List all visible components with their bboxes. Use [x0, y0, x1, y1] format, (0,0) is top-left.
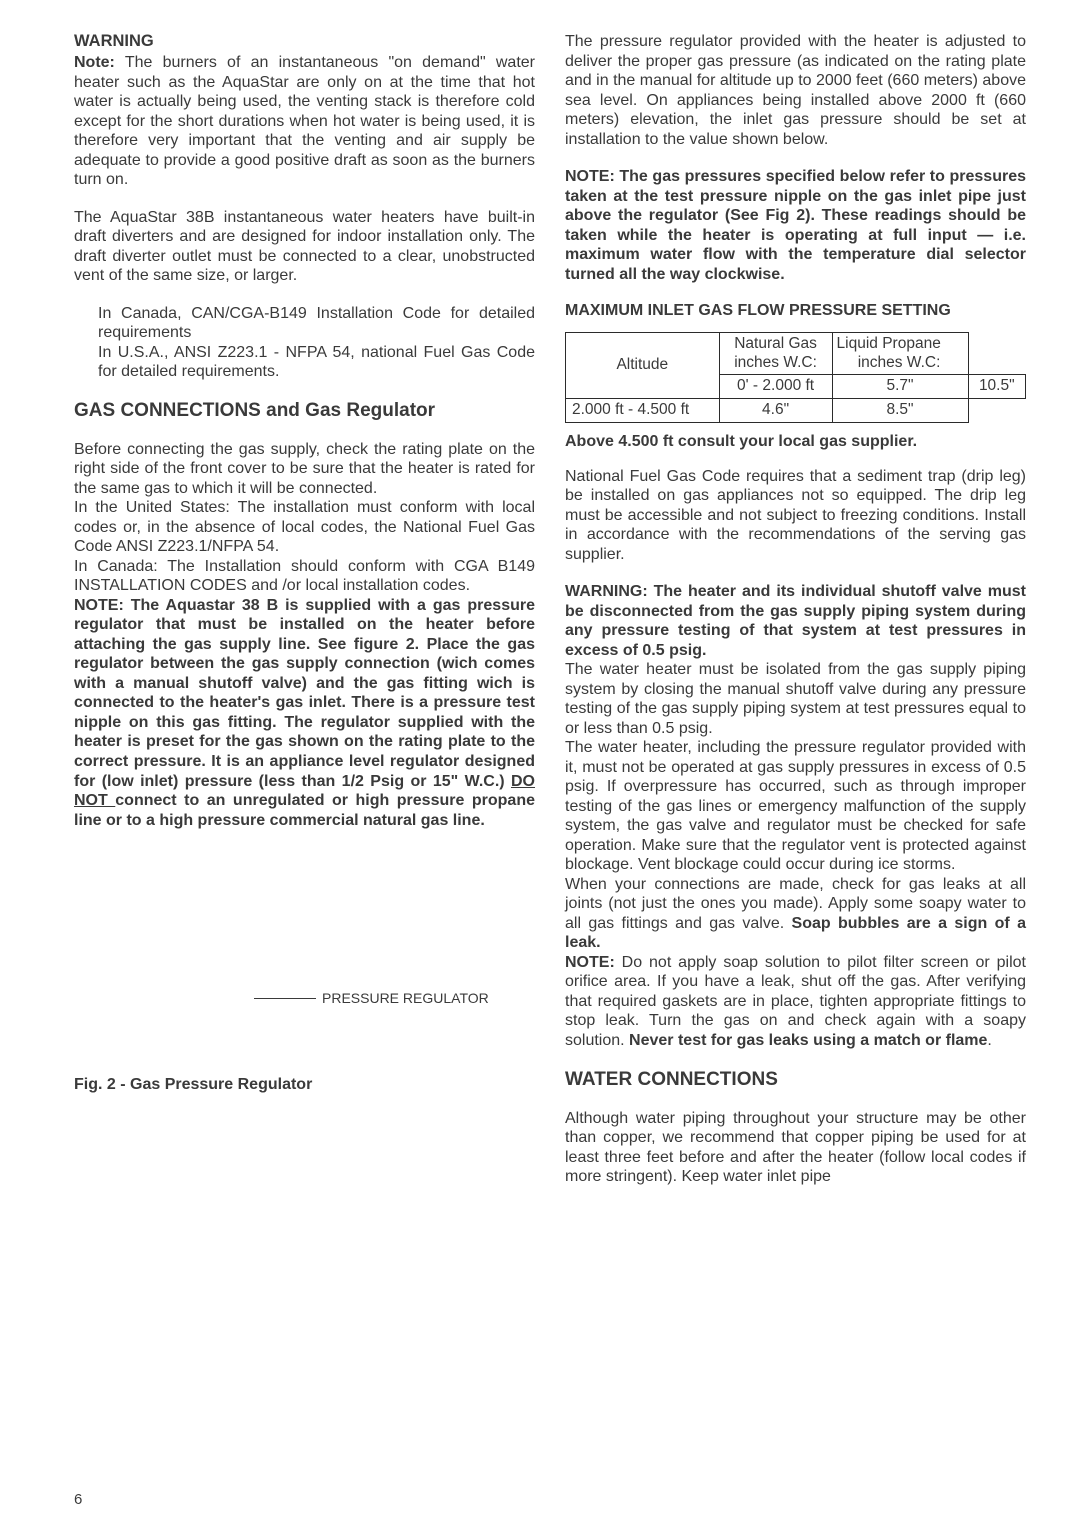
left-column: WARNING Note: The burners of an instanta…: [74, 32, 535, 1508]
right-p2: NOTE: The gas pressures specified below …: [565, 167, 1026, 284]
codes-ca: In Canada, CAN/CGA-B149 Installation Cod…: [98, 304, 535, 343]
right-p9: Although water piping throughout your st…: [565, 1109, 1026, 1187]
pressure-table: Altitude Natural Gas inches W.C: Liquid …: [565, 332, 1026, 422]
left-p4: In the United States: The installation m…: [74, 498, 535, 557]
regulator-label-row: PRESSURE REGULATOR: [254, 990, 535, 1006]
cell: 4.6": [719, 398, 832, 422]
right-p4: WARNING: The heater and its individual s…: [565, 582, 1026, 660]
regulator-label: PRESSURE REGULATOR: [322, 990, 489, 1006]
right-p8-label: NOTE:: [565, 954, 615, 971]
right-column: The pressure regulator provided with the…: [565, 32, 1026, 1508]
right-p5: The water heater must be isolated from t…: [565, 660, 1026, 738]
note2-b: connect to an unregulated or high pressu…: [74, 792, 535, 829]
cell: 8.5": [832, 398, 968, 422]
cell: 5.7": [832, 375, 968, 399]
left-p3: Before connecting the gas supply, check …: [74, 440, 535, 499]
table-below-caption: Above 4.500 ft consult your local gas su…: [565, 433, 1026, 451]
note-body: The burners of an instantaneous "on dema…: [74, 54, 535, 188]
th-lp-l2: inches W.C:: [837, 354, 962, 373]
th-lp-l1: Liquid Propane: [837, 335, 962, 354]
columns: WARNING Note: The burners of an instanta…: [74, 32, 1026, 1508]
codes-block: In Canada, CAN/CGA-B149 Installation Cod…: [74, 304, 535, 382]
right-p7: When your connections are made, check fo…: [565, 875, 1026, 953]
table-title: MAXIMUM INLET GAS FLOW PRESSURE SETTING: [565, 302, 1026, 320]
regulator-line-icon: [254, 998, 316, 999]
left-p2: The AquaStar 38B instantaneous water hea…: [74, 208, 535, 286]
right-p8: NOTE: Do not apply soap solution to pilo…: [565, 953, 1026, 1051]
table-header-row: Altitude Natural Gas inches W.C: Liquid …: [566, 333, 1026, 375]
right-p8b: Never test for gas leaks using a match o…: [629, 1032, 987, 1049]
figure-caption: Fig. 2 - Gas Pressure Regulator: [74, 1076, 535, 1094]
warning-heading: WARNING: [74, 32, 535, 51]
note-paragraph: Note: The burners of an instantaneous "o…: [74, 53, 535, 190]
page-number: 6: [74, 1451, 535, 1508]
th-natgas: Natural Gas inches W.C:: [719, 333, 832, 375]
gas-section-title: GAS CONNECTIONS and Gas Regulator: [74, 400, 535, 422]
note-label: Note:: [74, 54, 115, 71]
water-section-title: WATER CONNECTIONS: [565, 1069, 1026, 1091]
cell: 2.000 ft - 4.500 ft: [566, 398, 720, 422]
th-natgas-l1: Natural Gas: [726, 335, 826, 354]
left-note2: NOTE: The Aquastar 38 B is supplied with…: [74, 596, 535, 830]
table-row: 2.000 ft - 4.500 ft 4.6" 8.5": [566, 398, 1026, 422]
page: WARNING Note: The burners of an instanta…: [0, 0, 1080, 1528]
right-p8c: .: [987, 1032, 991, 1049]
right-p6: The water heater, including the pressure…: [565, 738, 1026, 875]
codes-us: In U.S.A., ANSI Z223.1 - NFPA 54, nation…: [98, 343, 535, 382]
cell: 0' - 2.000 ft: [719, 375, 832, 399]
th-lp: Liquid Propane inches W.C:: [832, 333, 968, 375]
left-p5: In Canada: The Installation should confo…: [74, 557, 535, 596]
right-p3: National Fuel Gas Code requires that a s…: [565, 467, 1026, 565]
th-natgas-l2: inches W.C:: [726, 354, 826, 373]
cell: 10.5": [968, 375, 1025, 399]
note2-a: NOTE: The Aquastar 38 B is supplied with…: [74, 597, 535, 790]
right-p1: The pressure regulator provided with the…: [565, 32, 1026, 149]
th-altitude: Altitude: [566, 333, 720, 399]
